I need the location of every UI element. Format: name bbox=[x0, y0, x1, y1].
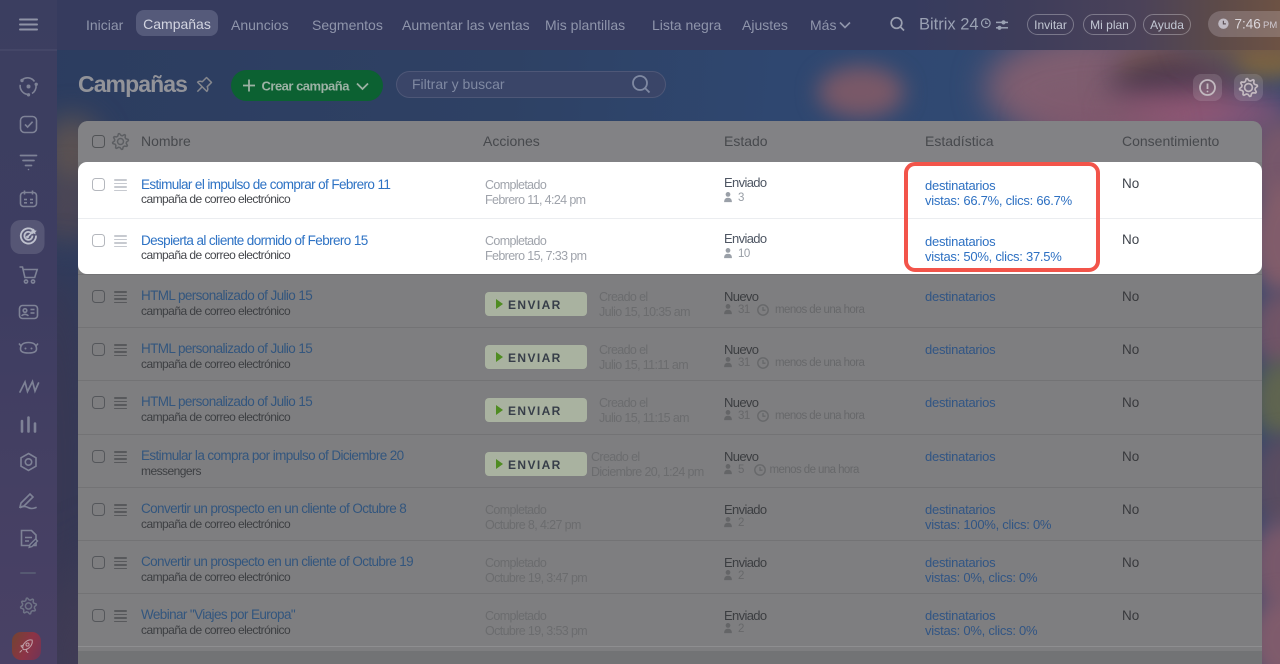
svg-text:Crear campaña: Crear campaña bbox=[262, 79, 351, 94]
svg-text:7:46: 7:46 bbox=[1235, 17, 1261, 32]
svg-text:Bitrix 24: Bitrix 24 bbox=[919, 16, 979, 34]
svg-text:PM: PM bbox=[1263, 20, 1277, 31]
